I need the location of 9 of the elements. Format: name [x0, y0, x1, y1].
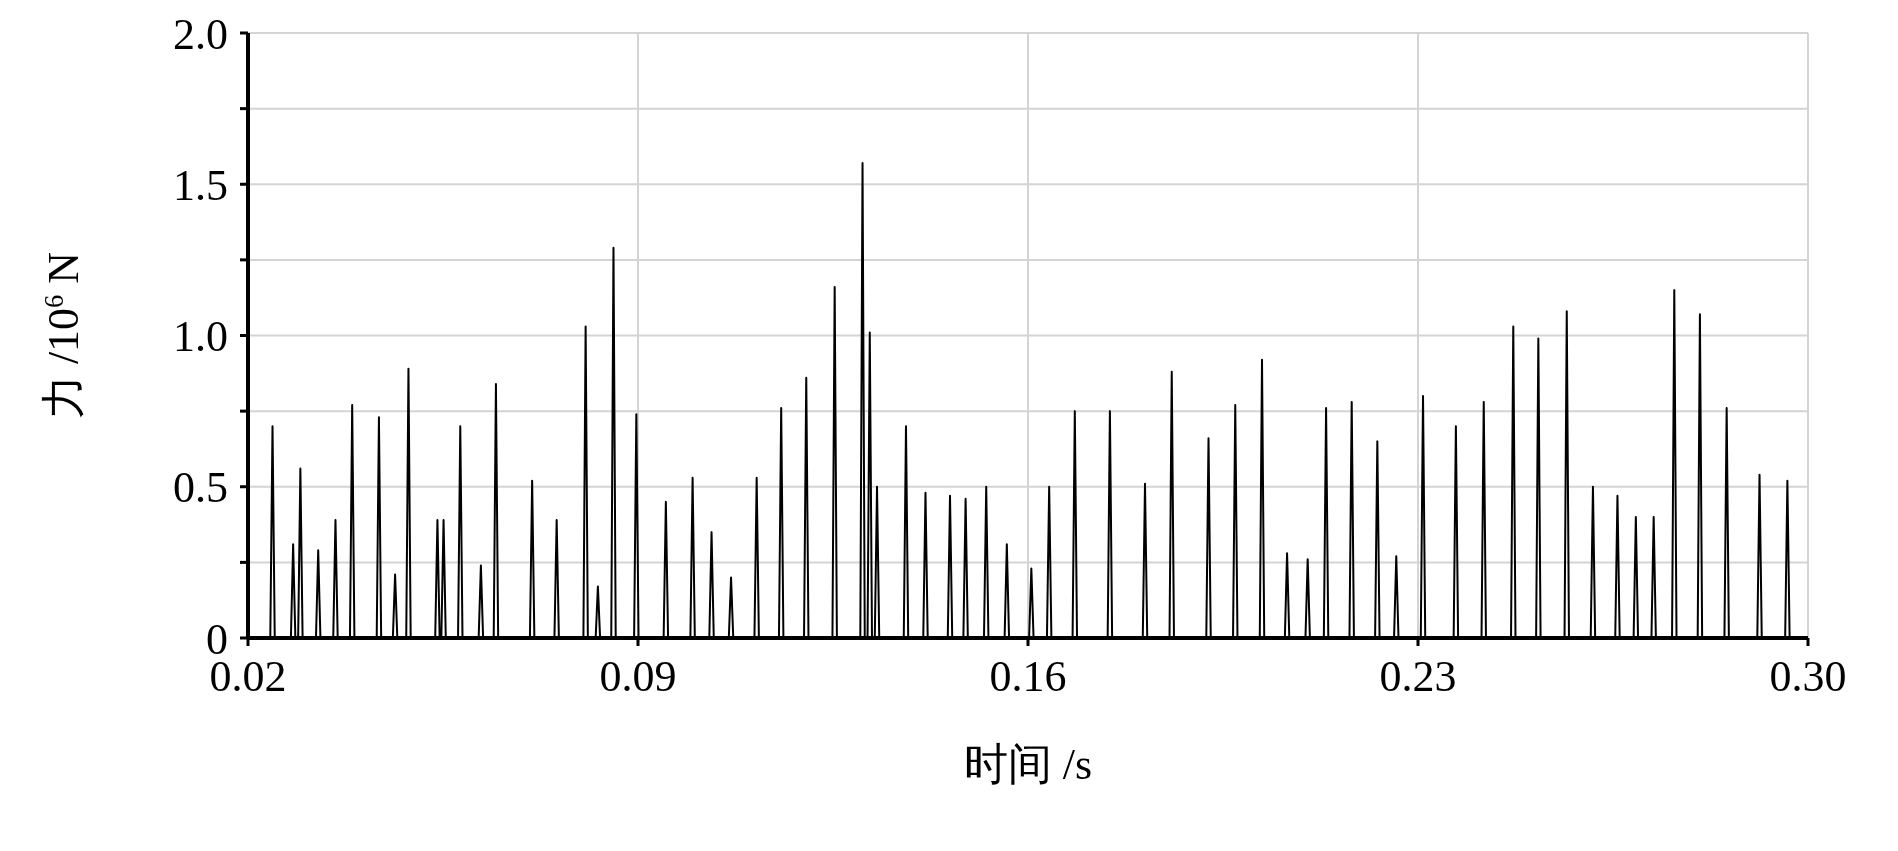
x-tick-label: 0.23 — [1379, 652, 1457, 702]
y-tick-label: 2.0 — [173, 9, 228, 59]
x-tick-label: 0.16 — [989, 652, 1067, 702]
x-tick-label: 0.30 — [1769, 652, 1847, 702]
y-tick-label: 0.5 — [173, 463, 228, 513]
y-tick-label: 1.0 — [173, 312, 228, 362]
x-axis-title: 时间 /s — [963, 740, 1093, 790]
x-tick-label: 0.09 — [599, 652, 677, 702]
y-tick-label: 1.5 — [173, 160, 228, 210]
